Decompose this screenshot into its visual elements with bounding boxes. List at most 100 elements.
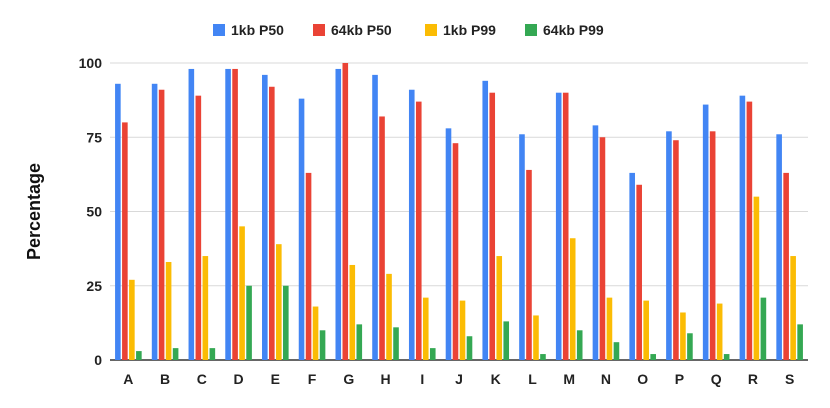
bar-E-64kb-p99 <box>283 285 289 360</box>
bar-B-1kb-p50 <box>151 83 158 360</box>
bar-Q-1kb-p99 <box>716 303 723 360</box>
x-tick-label: D <box>234 371 244 387</box>
y-axis-title: Percentage <box>24 163 44 260</box>
bar-R-1kb-p99 <box>753 196 760 360</box>
bar-S-64kb-p50 <box>783 172 789 360</box>
x-tick-label: F <box>308 371 317 387</box>
bar-L-64kb-p50 <box>526 169 532 360</box>
bar-F-64kb-p50 <box>305 172 312 360</box>
bar-J-1kb-p99 <box>459 300 466 360</box>
x-tick-label: O <box>637 371 648 387</box>
legend-swatch <box>213 24 225 36</box>
bar-D-1kb-p50 <box>225 68 231 360</box>
x-tick-label: C <box>197 371 207 387</box>
bar-J-64kb-p99 <box>466 336 473 360</box>
bar-E-1kb-p50 <box>262 74 268 360</box>
bar-K-64kb-p99 <box>503 321 510 360</box>
y-tick-label: 0 <box>94 352 102 368</box>
bar-D-64kb-p50 <box>232 68 238 360</box>
bar-C-64kb-p99 <box>209 348 216 360</box>
x-tick-label: H <box>380 371 390 387</box>
bar-H-1kb-p99 <box>386 273 392 360</box>
bar-R-64kb-p99 <box>760 297 767 360</box>
bar-H-64kb-p50 <box>379 116 385 361</box>
bar-L-64kb-p99 <box>540 354 546 360</box>
bar-S-1kb-p50 <box>776 134 782 360</box>
x-tick-label: E <box>271 371 280 387</box>
bar-D-64kb-p99 <box>246 285 252 360</box>
x-tick-label: I <box>420 371 424 387</box>
bars <box>115 63 803 361</box>
bar-S-1kb-p99 <box>790 256 796 360</box>
bar-F-1kb-p99 <box>312 306 319 360</box>
bar-L-1kb-p50 <box>519 134 525 360</box>
bar-N-1kb-p50 <box>592 125 599 361</box>
x-tick-label: Q <box>711 371 722 387</box>
bar-O-64kb-p50 <box>636 184 642 360</box>
bar-B-64kb-p99 <box>172 348 179 360</box>
legend-label: 64kb P99 <box>543 22 604 38</box>
bar-A-1kb-p99 <box>129 279 135 360</box>
bar-M-1kb-p50 <box>555 92 562 360</box>
legend-label: 64kb P50 <box>331 22 392 38</box>
bar-M-1kb-p99 <box>569 238 576 360</box>
bar-H-64kb-p99 <box>393 327 399 360</box>
legend-label: 1kb P50 <box>231 22 284 38</box>
bar-C-64kb-p50 <box>195 95 202 361</box>
bar-Q-64kb-p99 <box>723 354 730 360</box>
x-tick-label: M <box>563 371 575 387</box>
bar-K-1kb-p50 <box>482 80 489 360</box>
bar-P-64kb-p99 <box>687 333 693 360</box>
y-tick-label: 100 <box>79 55 103 71</box>
bar-M-64kb-p50 <box>562 92 569 360</box>
bar-Q-1kb-p50 <box>702 104 709 360</box>
legend-swatch <box>525 24 537 36</box>
bar-R-1kb-p50 <box>739 95 746 361</box>
x-tick-label: G <box>343 371 354 387</box>
bar-E-1kb-p99 <box>276 244 282 360</box>
legend-item: 1kb P50 <box>213 22 284 38</box>
bar-A-64kb-p50 <box>122 122 128 361</box>
x-tick-label: N <box>601 371 611 387</box>
bar-A-64kb-p99 <box>136 351 142 360</box>
bar-G-64kb-p99 <box>356 324 363 360</box>
bar-K-64kb-p50 <box>489 92 496 360</box>
bar-M-64kb-p99 <box>576 330 583 360</box>
x-tick-label: S <box>785 371 794 387</box>
legend: 1kb P50 64kb P50 1kb P99 64kb P99 <box>213 22 604 38</box>
y-axis-ticks: 0 25 50 75 100 <box>79 55 103 368</box>
legend-label: 1kb P99 <box>443 22 496 38</box>
legend-swatch <box>313 24 325 36</box>
bar-J-1kb-p50 <box>445 128 452 360</box>
x-tick-label: R <box>748 371 758 387</box>
bar-D-1kb-p99 <box>239 226 245 360</box>
bar-I-1kb-p99 <box>422 297 429 360</box>
x-tick-label: K <box>491 371 501 387</box>
bar-C-1kb-p99 <box>202 256 209 360</box>
bar-G-1kb-p50 <box>335 68 342 360</box>
legend-item: 1kb P99 <box>425 22 496 38</box>
x-tick-label: A <box>123 371 133 387</box>
y-tick-label: 75 <box>86 129 102 145</box>
bar-L-1kb-p99 <box>533 315 539 360</box>
bar-G-64kb-p50 <box>342 63 349 360</box>
bar-J-64kb-p50 <box>452 143 459 360</box>
bar-F-64kb-p99 <box>319 330 326 360</box>
bar-A-1kb-p50 <box>115 83 121 360</box>
bar-R-64kb-p50 <box>746 101 753 361</box>
bar-B-64kb-p50 <box>158 89 165 360</box>
legend-item: 64kb P50 <box>313 22 392 38</box>
bar-S-64kb-p99 <box>797 324 803 360</box>
bar-E-64kb-p50 <box>269 86 275 360</box>
bar-P-64kb-p50 <box>673 140 679 360</box>
bar-I-1kb-p50 <box>408 89 415 360</box>
bar-K-1kb-p99 <box>496 256 503 360</box>
bar-N-64kb-p99 <box>613 342 620 360</box>
bar-N-64kb-p50 <box>599 137 606 360</box>
bar-Q-64kb-p50 <box>709 131 716 360</box>
bar-C-1kb-p50 <box>188 68 195 360</box>
x-tick-label: L <box>528 371 537 387</box>
y-tick-label: 25 <box>86 278 102 294</box>
